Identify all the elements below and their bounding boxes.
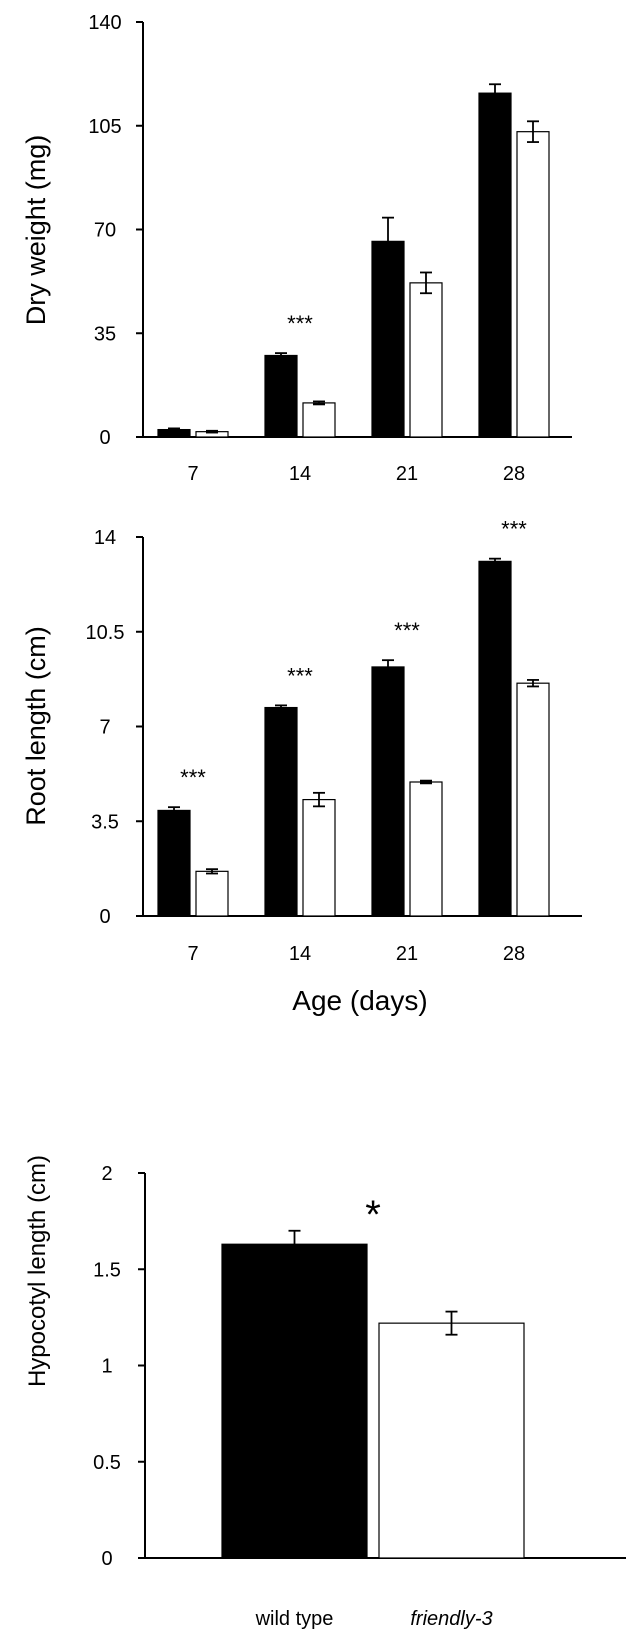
y-tick-label: 70 xyxy=(94,220,116,242)
x-tick-label: 7 xyxy=(187,463,198,485)
root-length-ylabel: Root length (cm) xyxy=(21,626,51,826)
x-tick-label: 21 xyxy=(396,943,418,965)
hypocotyl-ylabel: Hypocotyl length (cm) xyxy=(24,1155,51,1387)
bar-series-1 xyxy=(478,92,512,438)
bar-series-1 xyxy=(264,354,298,438)
y-tick-label: 3.5 xyxy=(91,811,119,833)
y-tick-label: 0.5 xyxy=(93,1452,121,1474)
y-tick-label: 14 xyxy=(94,527,116,549)
y-tick-label: 1.5 xyxy=(93,1259,121,1281)
y-tick-label: 7 xyxy=(99,717,110,739)
bar-series-2 xyxy=(302,402,336,438)
x-tick-label: 28 xyxy=(503,943,525,965)
significance-mark: * xyxy=(365,1193,381,1237)
y-tick-label: 0 xyxy=(99,427,110,449)
x-tick-label: friendly-3 xyxy=(410,1608,492,1630)
bar-series-1 xyxy=(478,560,512,917)
y-tick-label: 1 xyxy=(101,1356,112,1378)
x-tick-label: 21 xyxy=(396,463,418,485)
bar-series-1 xyxy=(371,240,405,438)
y-tick-label: 10.5 xyxy=(86,622,125,644)
bar-series-2 xyxy=(302,798,336,917)
significance-mark: *** xyxy=(501,517,527,542)
hypocotyl-length-chart: Hypocotyl length (cm) 0 0.5 1 1.5 2 wild type… xyxy=(24,1155,626,1630)
bar-series-1 xyxy=(371,666,405,917)
significance-mark: *** xyxy=(180,765,206,790)
bar-series-2 xyxy=(195,870,229,917)
x-tick-label: wild type xyxy=(255,1608,334,1630)
y-tick-label: 0 xyxy=(99,906,110,928)
bar-series-1 xyxy=(157,809,191,917)
significance-mark: *** xyxy=(287,663,313,688)
significance-mark: *** xyxy=(287,311,313,336)
x-tick-label: 28 xyxy=(503,463,525,485)
bar-series-2 xyxy=(516,682,550,917)
bar-series-2 xyxy=(409,781,443,917)
age-xlabel: Age (days) xyxy=(292,985,427,1016)
x-tick-label: 14 xyxy=(289,943,311,965)
bar-friendly-3 xyxy=(378,1322,525,1559)
bar-series-2 xyxy=(409,282,443,438)
y-tick-label: 0 xyxy=(101,1548,112,1570)
y-tick-label: 2 xyxy=(101,1163,112,1185)
bar-series-1 xyxy=(264,706,298,917)
bar-series-2 xyxy=(516,131,550,438)
root-length-chart: Root length (cm) Age (days) 0 3.5 7 10.5 14 7… xyxy=(21,517,582,1016)
y-tick-label: 35 xyxy=(94,323,116,345)
x-tick-label: 14 xyxy=(289,463,311,485)
dry-weight-ylabel: Dry weight (mg) xyxy=(21,135,51,326)
bar-wild-type xyxy=(221,1243,368,1559)
dry-weight-chart: Dry weight (mg) 0 35 70 105 140 7 14 21 28 *** xyxy=(21,12,572,485)
significance-mark: *** xyxy=(394,618,420,643)
y-tick-label: 140 xyxy=(88,12,121,34)
x-tick-label: 7 xyxy=(187,943,198,965)
y-tick-label: 105 xyxy=(88,116,121,138)
